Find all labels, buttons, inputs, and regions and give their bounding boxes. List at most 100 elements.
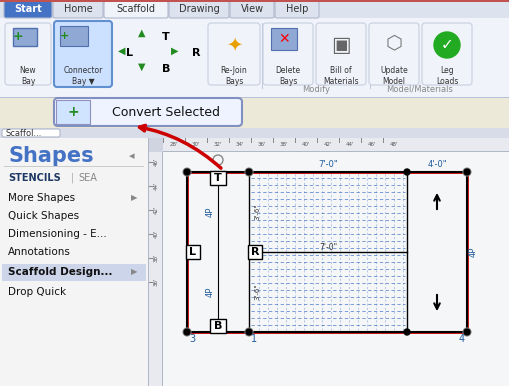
Circle shape	[244, 328, 252, 336]
Text: +: +	[67, 105, 79, 119]
Bar	[149, 210, 153, 211]
Bar	[149, 234, 153, 235]
Circle shape	[245, 329, 251, 335]
Text: Re-Join
Bays: Re-Join Bays	[220, 66, 247, 86]
Bar	[149, 282, 509, 283]
Text: 44': 44'	[153, 182, 158, 190]
Circle shape	[403, 329, 409, 335]
Text: 38': 38'	[153, 254, 158, 262]
Bar	[360, 138, 361, 143]
Text: 1: 1	[250, 334, 257, 344]
Text: Home: Home	[64, 5, 92, 15]
Bar	[0, 97, 509, 98]
Bar	[0, 0, 509, 18]
Bar	[186, 245, 200, 259]
Text: T: T	[214, 173, 221, 183]
Text: 4P: 4P	[205, 207, 214, 217]
Circle shape	[183, 328, 191, 336]
Text: 48': 48'	[389, 142, 398, 147]
Text: R: R	[191, 48, 200, 58]
Text: 7'-0": 7'-0"	[318, 244, 336, 252]
Text: +: +	[13, 30, 23, 44]
Text: STENCILS: STENCILS	[8, 173, 61, 183]
Text: 4P: 4P	[205, 287, 214, 297]
Text: ✓: ✓	[440, 37, 453, 52]
Bar	[13, 28, 37, 46]
Text: 40': 40'	[301, 142, 309, 147]
Text: 4: 4	[458, 334, 464, 344]
Bar	[0, 18, 509, 98]
Text: Convert Selected: Convert Selected	[112, 105, 219, 119]
Text: View: View	[240, 5, 263, 15]
Bar	[369, 23, 370, 89]
Text: Scaffold: Scaffold	[116, 5, 155, 15]
Text: Dimensioning - E...: Dimensioning - E...	[8, 229, 106, 239]
Bar	[262, 23, 263, 89]
Text: 3: 3	[189, 334, 195, 344]
Text: B: B	[213, 321, 222, 331]
Text: ⬡: ⬡	[385, 34, 402, 52]
Circle shape	[462, 328, 470, 336]
Text: ▼: ▼	[138, 62, 146, 72]
Text: ▶: ▶	[130, 267, 137, 276]
Text: ✕: ✕	[277, 32, 289, 46]
Bar	[250, 138, 251, 143]
Text: +: +	[60, 31, 69, 41]
Bar	[149, 152, 163, 386]
Bar	[210, 319, 225, 333]
Circle shape	[245, 169, 251, 175]
Circle shape	[183, 168, 191, 176]
FancyBboxPatch shape	[5, 23, 51, 85]
Bar	[149, 138, 509, 386]
Text: Drawing: Drawing	[178, 5, 219, 15]
FancyBboxPatch shape	[53, 1, 103, 18]
FancyBboxPatch shape	[230, 1, 273, 18]
Text: Modify: Modify	[301, 85, 329, 93]
Bar	[149, 138, 509, 139]
Text: Scaffol...: Scaffol...	[6, 129, 42, 138]
FancyBboxPatch shape	[263, 23, 313, 85]
Bar	[149, 151, 509, 152]
Circle shape	[403, 169, 409, 175]
FancyBboxPatch shape	[4, 1, 52, 18]
Bar	[148, 138, 149, 386]
Bar	[0, 0, 509, 2]
Text: Scaffold Design...: Scaffold Design...	[8, 267, 112, 277]
Text: Annotations: Annotations	[8, 247, 71, 257]
Text: 40': 40'	[153, 230, 158, 238]
Bar	[149, 138, 163, 152]
Text: Quick Shapes: Quick Shapes	[8, 211, 79, 221]
Bar	[0, 128, 509, 138]
Text: ◂: ◂	[129, 151, 134, 161]
Text: ▶: ▶	[130, 193, 137, 203]
Bar	[149, 258, 153, 259]
Text: 42': 42'	[153, 206, 158, 214]
Circle shape	[433, 32, 459, 58]
Text: Leg
Loads: Leg Loads	[435, 66, 457, 86]
Bar	[149, 294, 509, 295]
Text: ▶: ▶	[171, 46, 178, 56]
Circle shape	[184, 329, 190, 335]
Text: T: T	[162, 32, 169, 42]
Bar	[4, 166, 144, 167]
Text: 42': 42'	[323, 142, 331, 147]
Text: Drop Quick: Drop Quick	[8, 287, 66, 297]
FancyBboxPatch shape	[421, 23, 471, 85]
Bar	[0, 138, 148, 386]
FancyBboxPatch shape	[208, 23, 260, 85]
FancyBboxPatch shape	[54, 98, 242, 126]
Text: R: R	[250, 247, 259, 257]
Text: Delete
Bays: Delete Bays	[275, 66, 300, 86]
Text: Shapes: Shapes	[8, 146, 94, 166]
Text: Start: Start	[14, 5, 42, 15]
Bar	[187, 172, 466, 332]
Text: 38': 38'	[279, 142, 288, 147]
Circle shape	[462, 168, 470, 176]
Text: 36': 36'	[257, 142, 266, 147]
FancyBboxPatch shape	[369, 23, 418, 85]
Text: ▲: ▲	[138, 28, 146, 38]
Circle shape	[463, 169, 469, 175]
Text: ✦: ✦	[225, 36, 242, 54]
Bar	[56, 100, 90, 124]
Bar	[294, 138, 295, 143]
